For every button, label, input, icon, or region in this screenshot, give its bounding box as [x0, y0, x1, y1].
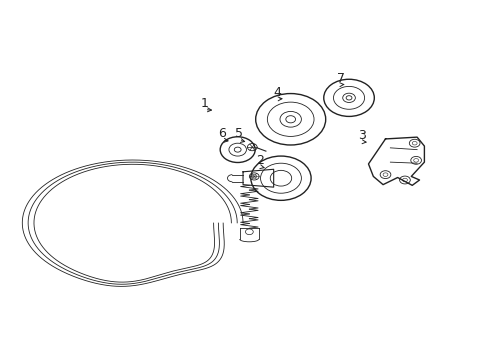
Text: 2: 2 [256, 154, 264, 167]
Text: 5: 5 [234, 127, 242, 140]
Text: 3: 3 [358, 129, 366, 142]
Text: 4: 4 [273, 86, 281, 99]
Text: 6: 6 [218, 127, 225, 140]
Text: 7: 7 [336, 72, 344, 85]
Text: 1: 1 [200, 97, 208, 110]
